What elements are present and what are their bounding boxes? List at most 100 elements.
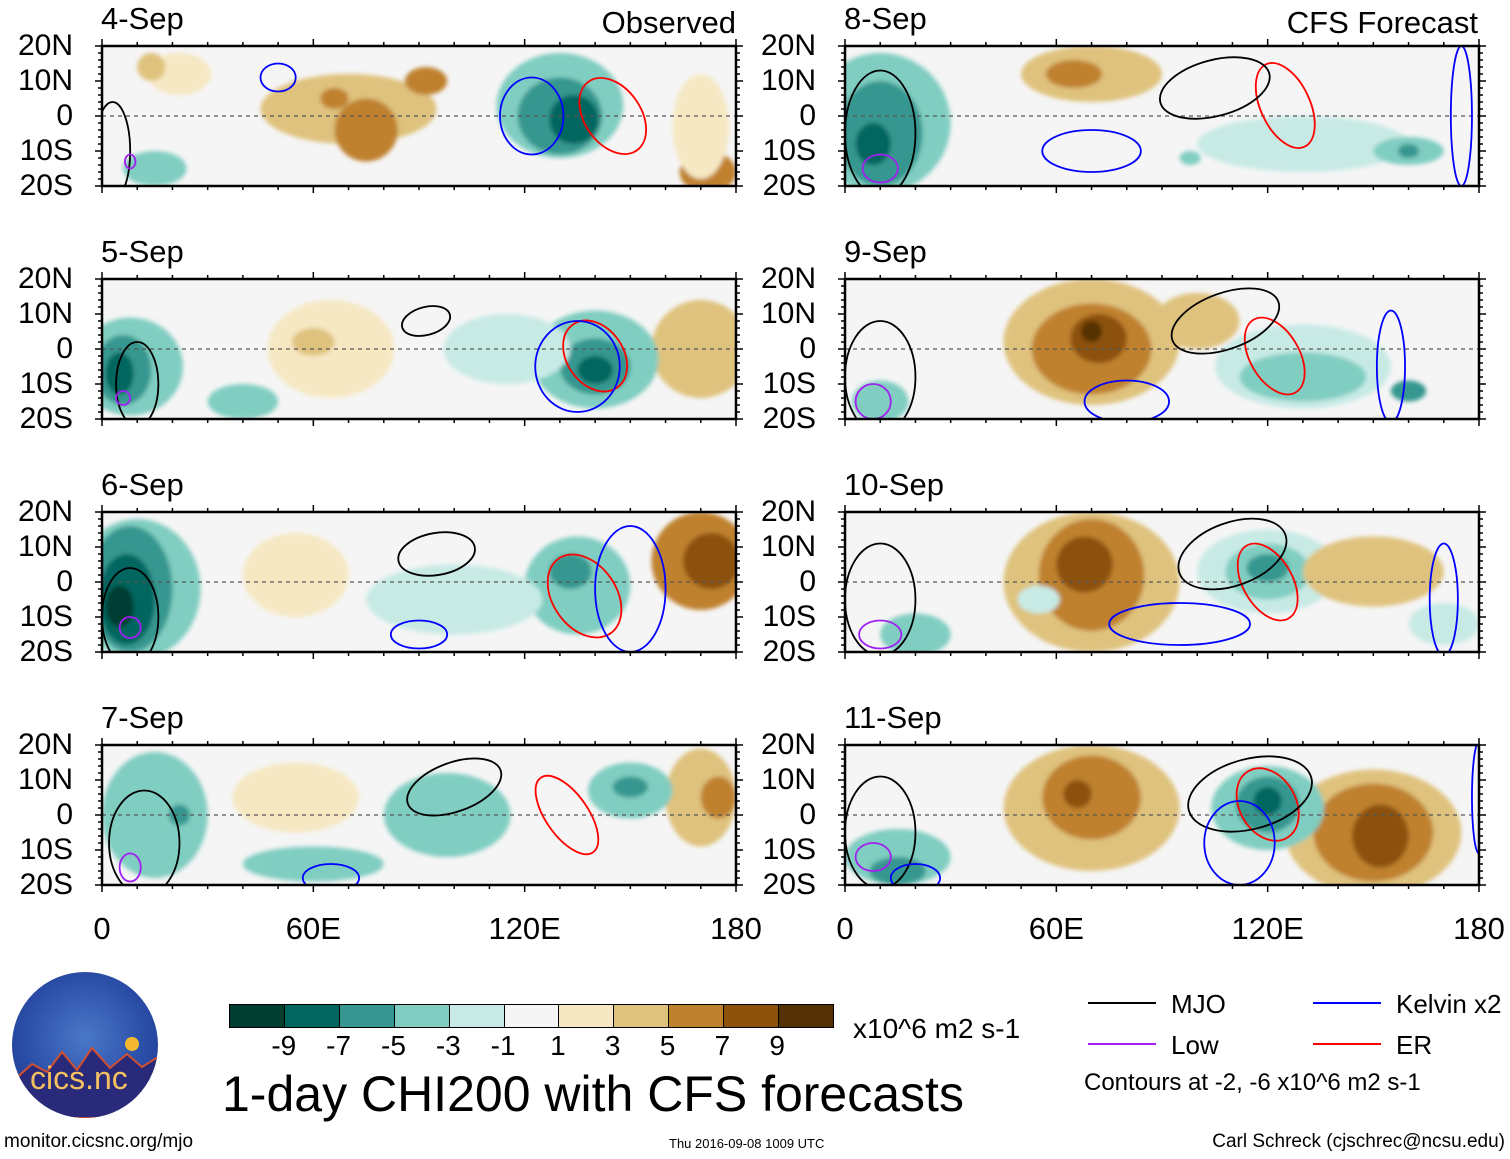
contour-mjo [845,775,917,885]
colorbar-swatch [284,1005,340,1027]
contour-mjo [108,789,181,885]
y-tick-label: 10S [19,600,73,633]
panel-date: 10-Sep [844,467,944,502]
anomaly-region [1179,151,1201,165]
anomaly-region [292,328,335,356]
cics-logo: cics.nc [12,972,158,1118]
x-tick-label: 120E [488,911,561,946]
anomaly-region [651,300,736,398]
colorbar-swatch [394,1005,450,1027]
y-tick-label: 10S [762,600,816,633]
legend-line-mjo [1088,1002,1156,1004]
anomaly-region [1302,536,1444,607]
column-label-forecast: CFS Forecast [1286,5,1478,40]
contour-mjo [102,101,132,186]
contour-kelvin [1083,379,1170,419]
anomaly-region [880,613,951,652]
x-tick-label: 60E [285,911,341,946]
figure-title: 1-day CHI200 with CFS forecasts [222,1066,964,1122]
y-tick-label: 10S [762,134,816,167]
anomaly-region [320,88,349,109]
contour-note: Contours at -2, -6 x10^6 m2 s-1 [1084,1069,1421,1096]
y-tick-label: 0 [56,798,73,831]
anomaly-region [683,533,736,589]
contour-mjo [1170,287,1281,355]
x-tick-label: 0 [93,911,111,946]
y-tick-label: 10N [760,763,816,796]
anomaly-region [242,533,349,617]
x-tick-label: 180 [710,911,762,946]
timestamp: Thu 2016-09-08 1009 UTC [669,1136,825,1151]
y-tick-label: 20S [19,402,73,435]
anomaly-region [1390,380,1427,402]
anomaly-region [105,585,134,628]
contour-mjo [1187,755,1313,833]
y-tick-label: 0 [799,798,816,831]
y-tick-label: 20N [17,29,73,62]
anomaly-region [1197,116,1409,172]
contour-kelvin [389,619,449,650]
panel-date: 7-Sep [101,700,184,735]
contour-kelvin [889,863,941,885]
y-tick-label: 10S [19,367,73,400]
y-tick-label: 20N [17,262,73,295]
colorbar-swatch [504,1005,560,1027]
panel-date: 9-Sep [844,234,927,269]
contour-er [1254,62,1316,149]
colorbar-swatch [449,1005,505,1027]
anomaly-region [334,98,398,162]
y-tick-label: 10N [760,530,816,563]
anomaly-region [242,846,384,882]
colorbar-swatch [559,1005,615,1027]
anomaly-region [1063,780,1092,808]
y-tick-label: 20N [17,495,73,528]
contour-kelvin [1041,129,1142,173]
colorbar-swatch [230,1005,285,1027]
anomaly-region [1408,603,1479,645]
contour-low [115,390,132,406]
y-tick-label: 20N [760,262,816,295]
panel-date: 11-Sep [844,700,942,735]
colorbar-tick-label: -5 [381,1030,406,1061]
contour-er [562,319,628,393]
contour-er [578,77,647,155]
colorbar-swatch [779,1005,833,1027]
legend-label: Low [1171,1030,1219,1060]
site-url: monitor.cicsnc.org/mjo [4,1131,194,1152]
colorbar-tick-label: 7 [714,1030,731,1061]
anomaly-region [105,352,134,395]
anomaly-region [443,314,571,384]
contour-low [861,153,899,184]
colorbar-swatch [614,1005,670,1027]
legend-label: MJO [1171,989,1226,1019]
contour-kelvin [1449,46,1473,186]
y-tick-label: 20S [762,402,816,435]
y-tick-label: 0 [56,332,73,365]
map-panel-7-Sep [95,738,743,892]
anomaly-region [1045,60,1103,88]
y-tick-label: 10N [760,64,816,97]
anomaly-region [1080,321,1103,342]
y-tick-label: 10S [762,367,816,400]
y-tick-label: 0 [799,332,816,365]
legend-label: Kelvin x2 [1396,989,1502,1019]
y-tick-label: 20S [762,169,816,202]
contour-kelvin [1428,542,1459,652]
anomaly-region [366,564,543,635]
contour-low [118,616,142,639]
anomaly-region [855,123,891,165]
contour-mjo [102,567,160,652]
anomaly-region [168,804,191,826]
y-tick-label: 20S [762,868,816,901]
contour-low [854,842,892,872]
map-panel-9-Sep [838,272,1486,426]
y-tick-label: 10N [17,64,73,97]
y-tick-label: 10N [17,763,73,796]
map-panel-6-Sep [95,505,743,659]
contour-kelvin [259,62,297,93]
contour-kelvin [1108,602,1251,646]
contour-er [534,774,600,856]
y-tick-label: 10N [760,297,816,330]
author-credit: Carl Schreck (cjschrec@ncsu.edu) [1212,1131,1505,1152]
colorbar-tick-label: 3 [604,1030,621,1061]
